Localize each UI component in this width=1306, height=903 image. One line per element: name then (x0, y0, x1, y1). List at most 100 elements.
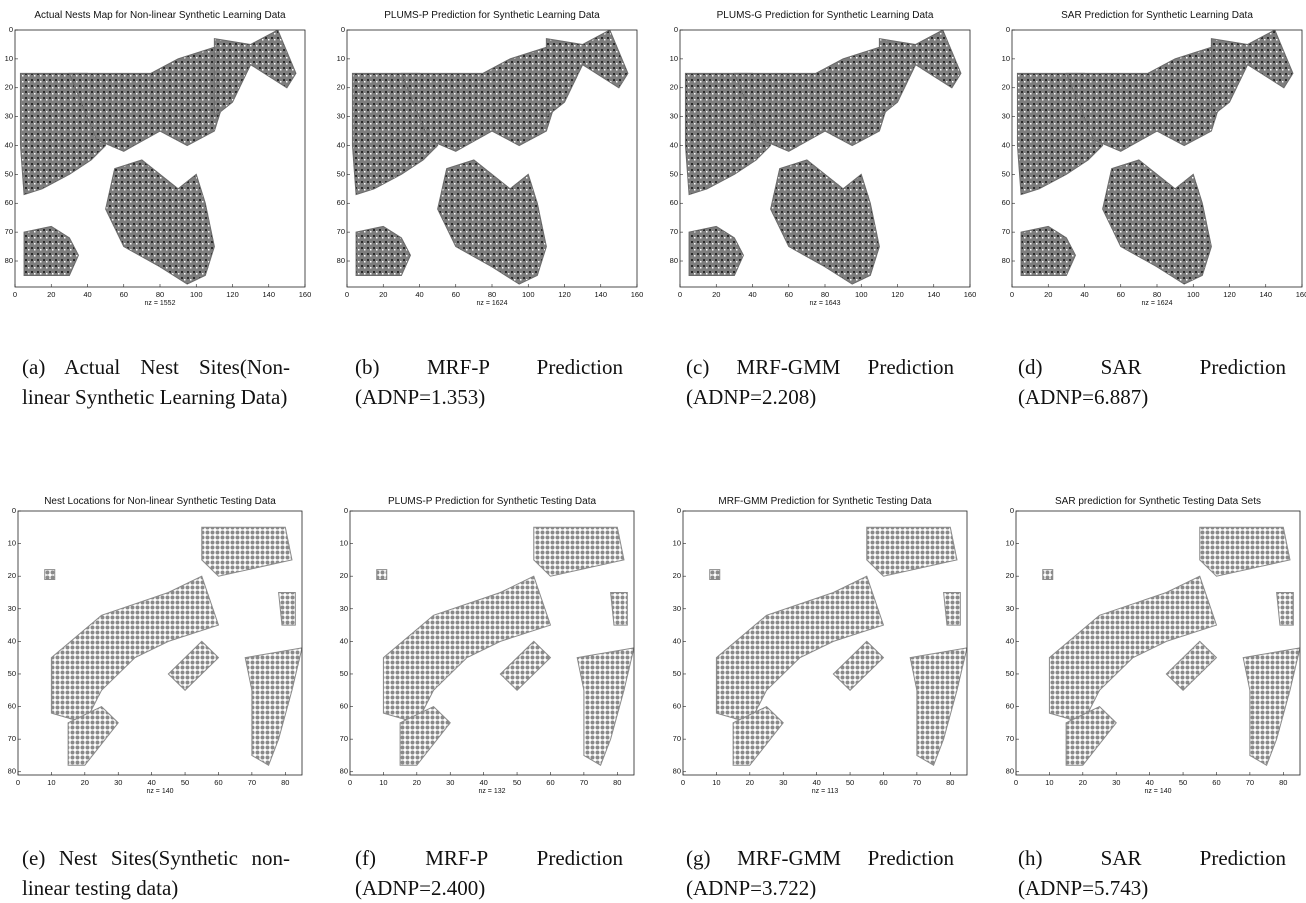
map-region (45, 570, 55, 580)
x-tick-label: 30 (446, 778, 454, 787)
x-tick-label: 100 (1187, 290, 1200, 299)
x-tick-label: 160 (631, 290, 644, 299)
nz-label: nz = 140 (1144, 788, 1171, 795)
x-tick-label: 40 (415, 290, 423, 299)
x-tick-label: 40 (1080, 290, 1088, 299)
y-tick-label: 70 (1006, 734, 1014, 743)
panel-title: MRF-GMM Prediction for Synthetic Testing… (718, 496, 932, 507)
x-tick-label: 20 (1044, 290, 1052, 299)
map-region (577, 648, 634, 765)
map-region (689, 226, 743, 275)
map-region (168, 641, 218, 690)
map (377, 527, 634, 765)
y-tick-label: 0 (674, 25, 678, 34)
y-tick-label: 20 (1002, 83, 1010, 92)
y-tick-label: 60 (670, 198, 678, 207)
nz-label: nz = 1624 (477, 300, 508, 307)
panel: SAR Prediction for Synthetic Learning Da… (1002, 10, 1306, 307)
y-tick-label: 30 (670, 112, 678, 121)
x-tick-label: 140 (594, 290, 607, 299)
map (710, 527, 967, 765)
map-region (1103, 160, 1212, 284)
y-tick-label: 80 (673, 767, 681, 776)
y-tick-label: 50 (1006, 669, 1014, 678)
x-tick-label: 70 (913, 778, 921, 787)
map-region (546, 30, 628, 117)
map-region (377, 570, 387, 580)
y-tick-label: 40 (670, 140, 678, 149)
x-tick-label: 40 (1145, 778, 1153, 787)
panel-title: Actual Nests Map for Non-linear Syntheti… (34, 10, 286, 21)
x-tick-label: 0 (678, 290, 682, 299)
nz-label: nz = 1552 (145, 300, 176, 307)
map-region (1043, 570, 1053, 580)
x-tick-label: 120 (1223, 290, 1236, 299)
map-region (710, 570, 720, 580)
map-region (438, 160, 547, 284)
y-tick-label: 30 (337, 112, 345, 121)
x-tick-label: 10 (379, 778, 387, 787)
y-tick-label: 50 (340, 669, 348, 678)
x-tick-label: 40 (812, 778, 820, 787)
map-region (534, 527, 624, 576)
x-tick-label: 60 (214, 778, 222, 787)
map-region (910, 648, 967, 765)
y-tick-label: 70 (8, 734, 16, 743)
x-tick-label: 80 (1279, 778, 1287, 787)
y-tick-label: 70 (1002, 227, 1010, 236)
map (45, 527, 302, 765)
x-tick-label: 10 (47, 778, 55, 787)
x-tick-label: 0 (681, 778, 685, 787)
map-region (245, 648, 302, 765)
map-region (202, 527, 292, 576)
y-tick-label: 80 (670, 256, 678, 265)
map-region (279, 592, 296, 625)
nz-label: nz = 113 (812, 788, 839, 795)
y-tick-label: 30 (340, 604, 348, 613)
x-tick-label: 60 (1212, 778, 1220, 787)
y-tick-label: 60 (1006, 702, 1014, 711)
y-tick-label: 10 (337, 54, 345, 63)
map-region (1200, 527, 1290, 576)
x-tick-label: 80 (946, 778, 954, 787)
x-tick-label: 60 (120, 290, 128, 299)
y-tick-label: 50 (337, 169, 345, 178)
y-tick-label: 10 (1002, 54, 1010, 63)
map (352, 30, 628, 284)
x-tick-label: 60 (546, 778, 554, 787)
x-tick-label: 20 (47, 290, 55, 299)
map-region (356, 226, 410, 275)
x-tick-label: 80 (821, 290, 829, 299)
map (685, 30, 961, 284)
y-tick-label: 20 (340, 571, 348, 580)
x-tick-label: 160 (964, 290, 977, 299)
x-tick-label: 20 (379, 290, 387, 299)
y-tick-label: 0 (677, 506, 681, 515)
x-tick-label: 50 (846, 778, 854, 787)
x-tick-label: 120 (226, 290, 239, 299)
y-tick-label: 80 (5, 256, 13, 265)
map-region (24, 226, 78, 275)
y-tick-label: 30 (8, 604, 16, 613)
panel-title: SAR prediction for Synthetic Testing Dat… (1055, 496, 1261, 507)
y-tick-label: 50 (8, 669, 16, 678)
x-tick-label: 10 (1045, 778, 1053, 787)
x-tick-label: 0 (1014, 778, 1018, 787)
panel: SAR prediction for Synthetic Testing Dat… (1006, 496, 1300, 795)
map-region (1021, 226, 1075, 275)
panel-title: SAR Prediction for Synthetic Learning Da… (1061, 10, 1253, 21)
y-tick-label: 70 (340, 734, 348, 743)
y-tick-label: 0 (341, 25, 345, 34)
x-tick-label: 100 (855, 290, 868, 299)
y-tick-label: 80 (1006, 767, 1014, 776)
y-tick-label: 80 (337, 256, 345, 265)
y-tick-label: 10 (670, 54, 678, 63)
y-tick-label: 70 (673, 734, 681, 743)
y-tick-label: 70 (670, 227, 678, 236)
x-tick-label: 50 (181, 778, 189, 787)
map (20, 30, 296, 284)
y-tick-label: 60 (340, 702, 348, 711)
x-tick-label: 100 (190, 290, 203, 299)
y-tick-label: 60 (673, 702, 681, 711)
y-tick-label: 40 (1006, 636, 1014, 645)
